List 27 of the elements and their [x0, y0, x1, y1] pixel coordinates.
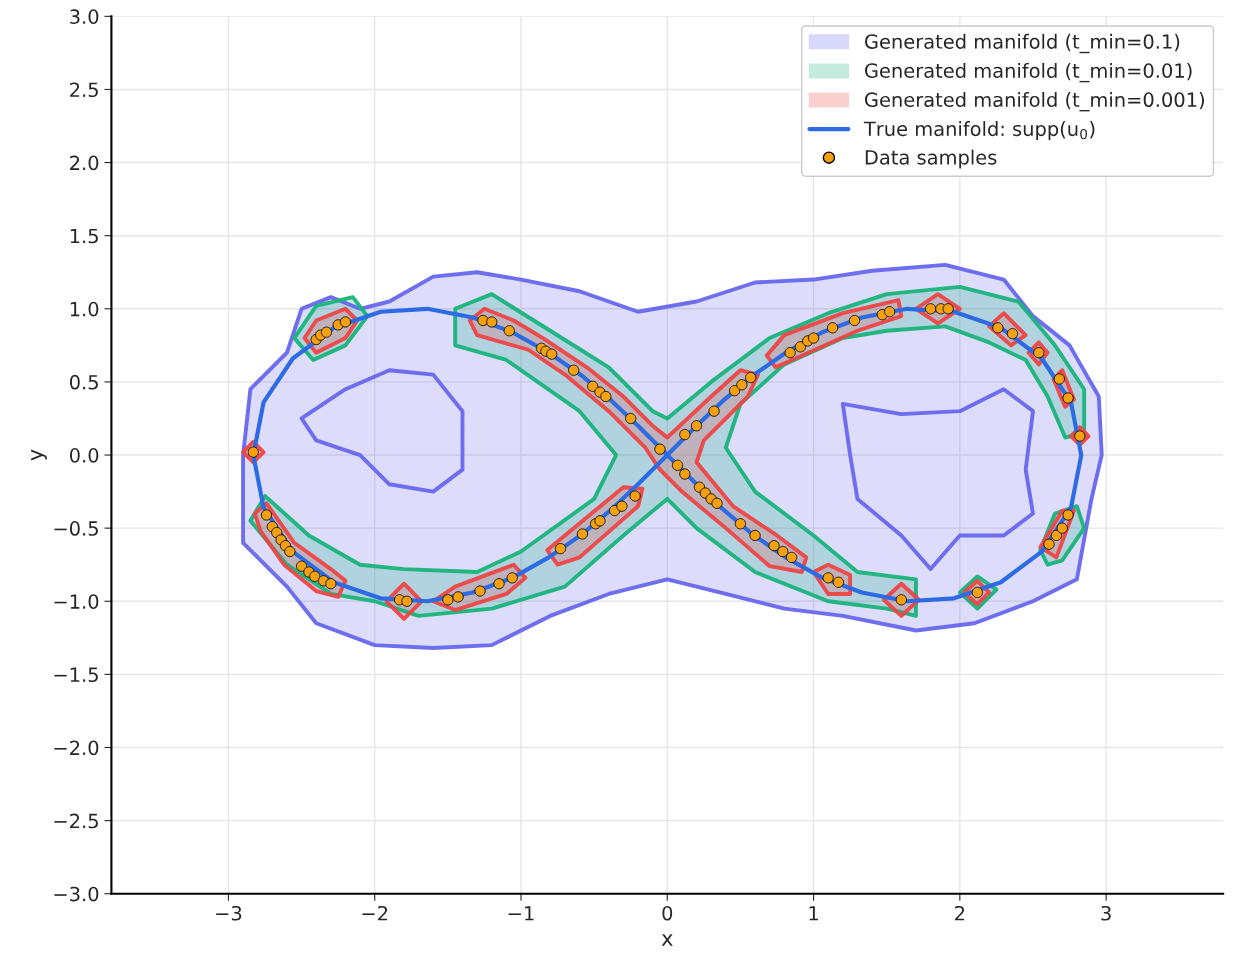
y-tick-label: −1.5 — [54, 667, 98, 683]
y-tick-label: 0.5 — [69, 374, 98, 390]
x-tick-label: −3 — [216, 905, 242, 921]
legend-label: Generated manifold (t_min=0.001) — [865, 92, 1204, 112]
y-tick-label: −3.0 — [54, 886, 99, 902]
y-tick-label: 1.0 — [70, 301, 99, 317]
legend-label: Data samples — [865, 149, 997, 169]
y-tick-label: −0.5 — [54, 521, 98, 536]
y-tick-label: 2.0 — [70, 155, 99, 171]
y-tick-label: −2.0 — [54, 740, 99, 756]
y-tick-label: 3.0 — [70, 9, 99, 24]
y-axis-title: y — [31, 449, 47, 461]
legend-label: Generated manifold (t_min=0.01) — [865, 62, 1192, 83]
x-tick-label: 0 — [662, 905, 673, 921]
x-tick-label: 2 — [955, 905, 965, 921]
y-tick-label: −2.5 — [54, 813, 98, 829]
x-axis-title: x — [661, 934, 673, 946]
legend-label: Generated manifold (t_min=0.1) — [865, 33, 1180, 54]
y-tick-label: 1.5 — [70, 228, 98, 244]
y-tick-label: 2.5 — [70, 82, 98, 98]
legend-label: True manifold: supp(u$_{0}$) — [863, 121, 1095, 140]
y-tick-label: −1.0 — [54, 594, 99, 609]
y-tick-label: 0.0 — [69, 447, 99, 463]
x-tick-label: 3 — [1101, 905, 1111, 921]
x-tick-label: 1 — [809, 906, 818, 921]
x-tick-label: −2 — [362, 905, 388, 921]
x-tick-label: −1 — [508, 906, 534, 921]
